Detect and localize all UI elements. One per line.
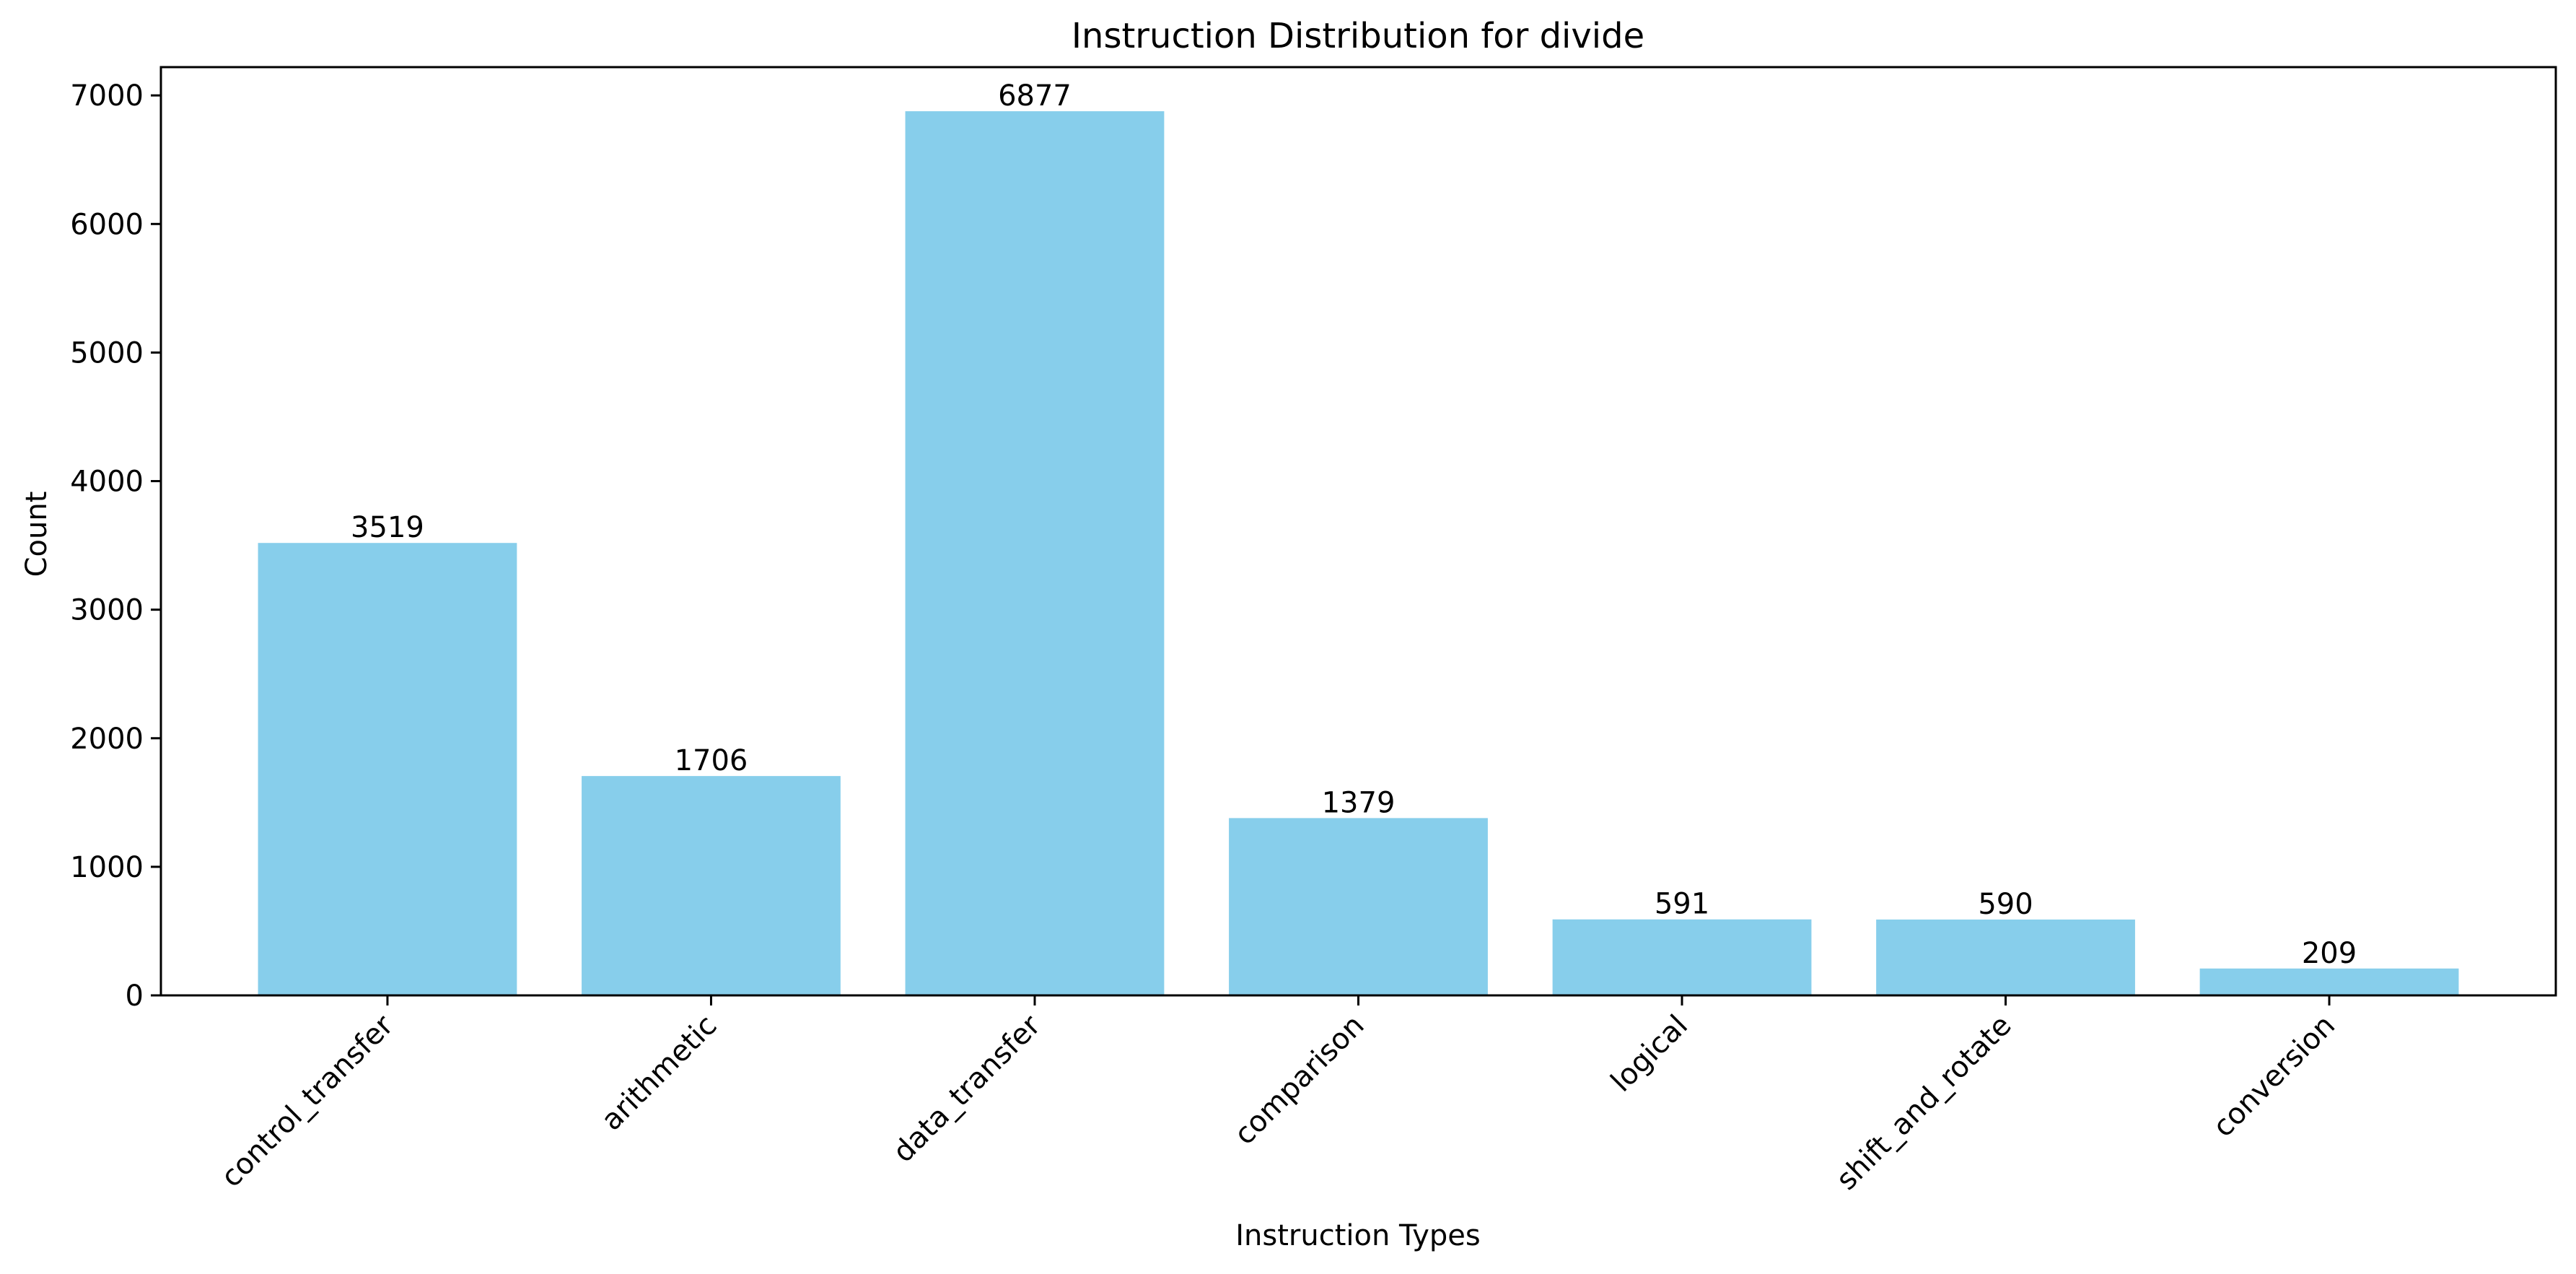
x-axis-title: Instruction Types: [1235, 1219, 1481, 1252]
bar-value-label: 591: [1655, 888, 1709, 921]
y-tick-label: 4000: [70, 466, 144, 499]
bar-data_transfer: [905, 111, 1165, 996]
bar-conversion: [2199, 968, 2459, 995]
bar-arithmetic: [582, 776, 841, 995]
bar-comparison: [1229, 818, 1488, 995]
x-tick-label: data_transfer: [887, 1008, 1047, 1169]
y-tick-label: 6000: [70, 208, 144, 241]
y-tick-label: 3000: [70, 594, 144, 627]
bar-value-label: 3519: [351, 511, 424, 544]
bar-value-label: 209: [2302, 937, 2357, 970]
x-tick-label: arithmetic: [595, 1009, 724, 1138]
bars-group: [258, 111, 2459, 996]
y-axis: 0 1000 2000 3000 4000 5000 6000 7000: [70, 79, 161, 1013]
bar-value-label: 6877: [998, 79, 1072, 113]
x-axis: control_transfer arithmetic data_transfer c…: [215, 995, 2341, 1197]
y-tick-label: 1000: [70, 851, 144, 884]
chart-title: Instruction Distribution for divide: [1072, 16, 1644, 56]
bar-value-label: 590: [1978, 888, 2033, 921]
plot-frame: [159, 66, 2557, 997]
x-tick-label: logical: [1605, 1009, 1694, 1099]
y-tick-label: 2000: [70, 723, 144, 756]
y-tick-label: 0: [126, 980, 144, 1013]
x-tick-label: shift_and_rotate: [1830, 1009, 2018, 1197]
bar-shift_and_rotate: [1876, 919, 2135, 995]
bar-labels-group: 3519 1706 6877 1379 591 590 209: [351, 79, 2357, 970]
bar-value-label: 1706: [675, 744, 748, 777]
x-tick-label: conversion: [2207, 1009, 2341, 1144]
y-tick-label: 7000: [70, 79, 144, 113]
bar-value-label: 1379: [1322, 786, 1396, 819]
bar-logical: [1552, 919, 1812, 995]
x-tick-label: comparison: [1228, 1009, 1371, 1152]
bar-control_transfer: [258, 543, 517, 995]
x-tick-label: control_transfer: [215, 1008, 400, 1194]
y-axis-title: Count: [20, 492, 53, 577]
y-tick-label: 5000: [70, 336, 144, 370]
